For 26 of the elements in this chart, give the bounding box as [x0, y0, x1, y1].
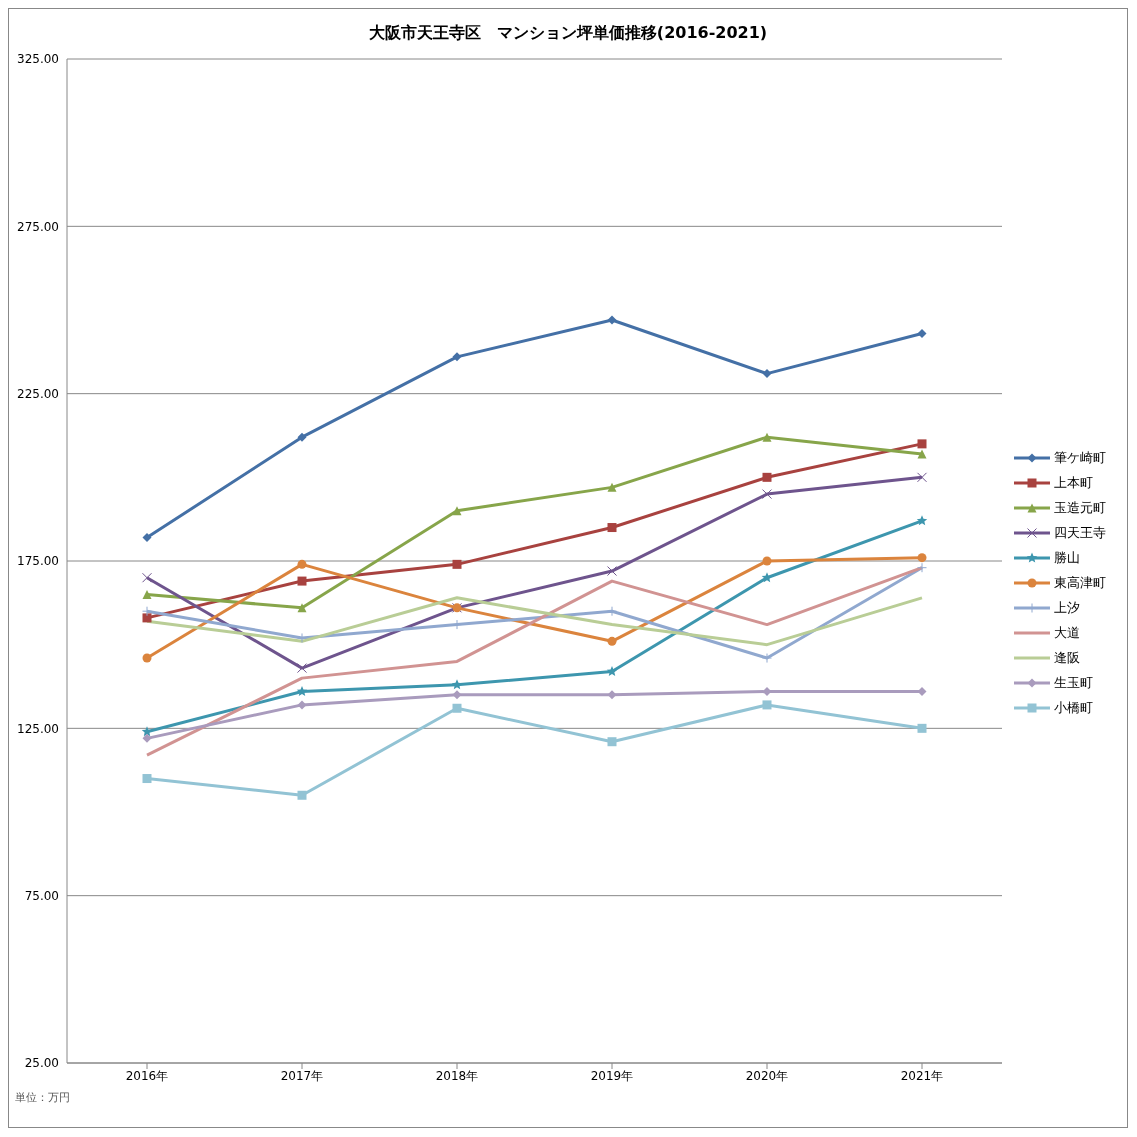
- y-tick-label: 175.00: [17, 554, 59, 569]
- legend-label: 生玉町: [1054, 674, 1093, 692]
- legend-label: 東高津町: [1054, 574, 1106, 592]
- x-tick-label: 2021年: [900, 1068, 944, 1083]
- y-tick-label: 125.00: [17, 721, 59, 736]
- y-tick-label: 25.00: [24, 1056, 59, 1071]
- x-tick-label: 2018年: [435, 1068, 479, 1083]
- x-tick-label: 2016年: [125, 1068, 169, 1083]
- y-tick-label: 225.00: [17, 386, 59, 401]
- y-tick-label: 325.00: [17, 52, 59, 67]
- legend-label: 小橋町: [1054, 699, 1093, 717]
- x-tick-label: 2019年: [590, 1068, 634, 1083]
- legend-label: 勝山: [1054, 549, 1080, 567]
- text: 単位：万円: [15, 1090, 70, 1105]
- legend-label: 玉造元町: [1054, 499, 1106, 517]
- legend-label: 筆ケ崎町: [1054, 449, 1106, 467]
- y-tick-label: 275.00: [17, 219, 59, 234]
- legend-label: 上本町: [1054, 474, 1093, 492]
- legend-label: 逢阪: [1054, 649, 1080, 667]
- x-tick-label: 2017年: [280, 1068, 324, 1083]
- chart-title: 大阪市天王寺区 マンション坪単価推移(2016-2021): [367, 22, 769, 44]
- y-tick-label: 75.00: [24, 888, 59, 903]
- legend-label: 大道: [1054, 624, 1080, 642]
- legend-label: 上汐: [1054, 599, 1080, 617]
- x-tick-label: 2020年: [745, 1068, 789, 1083]
- legend-label: 四天王寺: [1054, 524, 1106, 542]
